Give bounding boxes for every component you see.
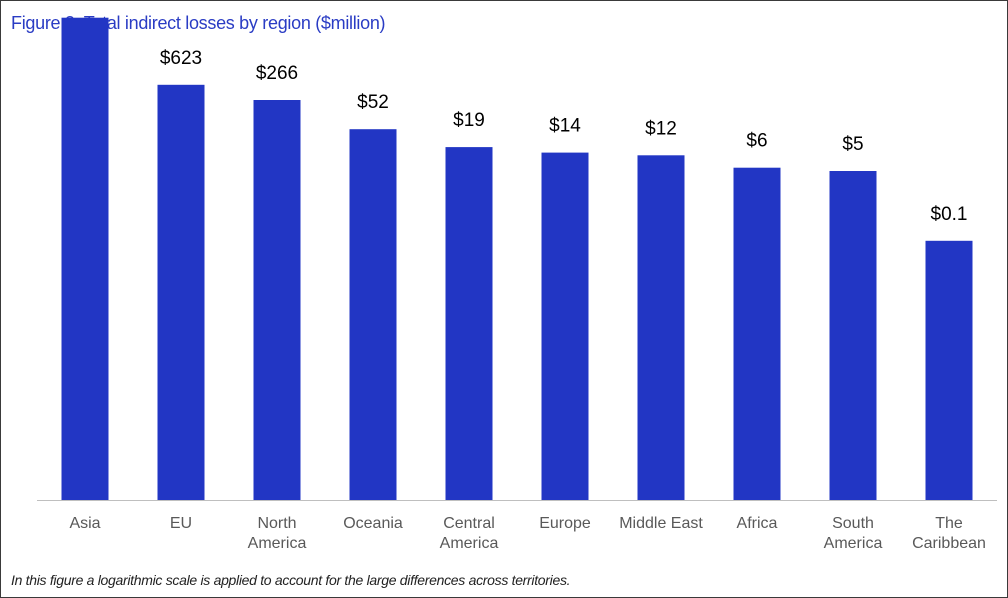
data-label: $6: [746, 131, 767, 152]
data-label: $52: [357, 92, 389, 113]
category-label: Africa: [737, 515, 778, 532]
category-label: South: [832, 515, 874, 532]
category-label: Middle East: [619, 515, 703, 532]
bar: [349, 129, 397, 500]
category-label: America: [248, 535, 307, 552]
bar: [541, 152, 589, 500]
bar: [637, 155, 685, 501]
data-label: $19: [453, 110, 485, 131]
data-label: $14: [549, 116, 581, 137]
bar: [445, 147, 493, 500]
data-label: $0.1: [931, 204, 968, 225]
data-label: $12: [645, 118, 677, 139]
category-label: The: [935, 515, 963, 532]
category-label: North: [257, 515, 296, 532]
bar: [61, 17, 109, 500]
category-label: America: [440, 535, 499, 552]
bar: [733, 167, 781, 500]
category-label: EU: [170, 515, 192, 532]
bar-chart: $26,871 Asia $623 EU $266 North America $52 Ocea…: [37, 1, 997, 552]
category-label: Central: [443, 515, 495, 532]
bar: [157, 84, 205, 501]
data-label: $623: [160, 48, 202, 69]
data-label: $5: [842, 134, 863, 155]
data-label: $266: [256, 63, 298, 84]
bar: [253, 100, 301, 500]
data-label: $26,871: [51, 1, 120, 2]
category-label: Asia: [69, 515, 100, 532]
category-label: Oceania: [343, 515, 403, 532]
footnote: In this figure a logarithmic scale is ap…: [11, 572, 571, 588]
category-label: Europe: [539, 515, 591, 532]
category-label: Caribbean: [912, 535, 986, 552]
category-label: America: [824, 535, 883, 552]
bar: [925, 240, 973, 501]
bar: [829, 171, 877, 500]
